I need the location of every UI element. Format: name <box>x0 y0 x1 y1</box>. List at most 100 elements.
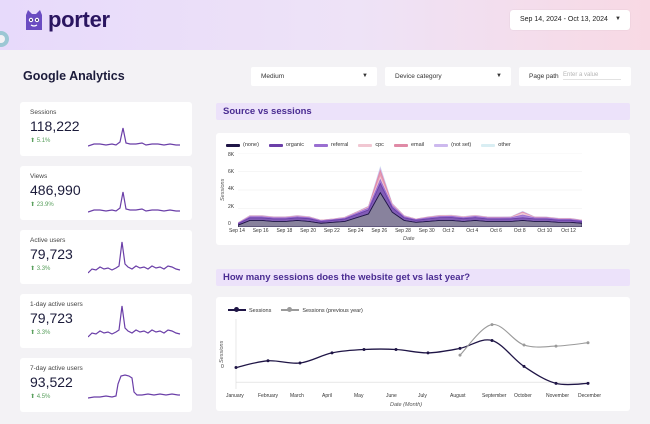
device-category-filter-dropdown[interactable]: Device category ▼ <box>385 67 511 86</box>
date-range-value: Sep 14, 2024 - Oct 13, 2024 <box>520 16 608 23</box>
source-y-tick: 2K <box>228 204 235 210</box>
kpi-value: 79,723 <box>30 246 73 262</box>
legend-label: Sessions (previous year) <box>302 308 363 314</box>
source-y-axis-title: Sessions <box>220 178 226 201</box>
sessions-point <box>586 381 590 385</box>
yoy-y-tick: 0 <box>221 364 224 370</box>
source-y-tick: 0 <box>228 221 231 227</box>
page-title: Google Analytics <box>23 69 125 83</box>
sessions-point <box>458 346 462 350</box>
kpi-card-7-day-active-users: 7-day active users 93,522 ⬆ 4.5% <box>20 358 192 412</box>
kpi-change-value: 4.5% <box>36 394 51 400</box>
kpi-change: ⬆ 3.3% <box>30 329 50 336</box>
legend-swatch <box>268 143 283 147</box>
page-path-filter: Page path Enter a value <box>519 67 631 86</box>
source-vs-sessions-chart <box>238 153 582 227</box>
sessions-point <box>554 381 558 385</box>
device-category-filter-label: Device category <box>395 73 442 80</box>
kpi-change-value: 3.3% <box>36 266 51 272</box>
kpi-change: ⬆ 23.9% <box>30 201 54 208</box>
top-bar: porter Sep 14, 2024 - Oct 13, 2024 ▼ <box>0 0 650 50</box>
legend-label: cpc <box>375 142 384 148</box>
sessions-point <box>362 347 366 351</box>
source-x-tick: Sep 30 <box>418 228 435 234</box>
legend-item: (none) <box>226 142 259 148</box>
date-range-picker[interactable]: Sep 14, 2024 - Oct 13, 2024 ▼ <box>510 10 630 30</box>
sessions-point <box>426 351 430 355</box>
side-decoration <box>0 31 9 47</box>
legend-swatch <box>226 143 240 147</box>
kpi-change-value: 23.9% <box>36 202 54 208</box>
sessions-point <box>298 361 302 365</box>
sessions-line <box>235 339 589 386</box>
source-x-tick: Sep 26 <box>371 228 388 234</box>
legend-item: other <box>481 142 511 148</box>
logo-text: porter <box>48 7 110 32</box>
yoy-sessions-chart <box>234 319 590 389</box>
medium-filter-dropdown[interactable]: Medium ▼ <box>251 67 377 86</box>
source-x-tick: Sep 18 <box>276 228 293 234</box>
source-x-tick: Sep 22 <box>323 228 340 234</box>
source-vs-sessions-panel: (none) organic referral cpc email (not set) ot… <box>216 133 630 245</box>
yoy-y-axis-title: Sessions <box>219 340 225 363</box>
yoy-x-tick: November <box>546 393 570 399</box>
legend-swatch <box>434 143 449 147</box>
medium-filter-label: Medium <box>261 73 285 80</box>
yoy-x-tick: September <box>482 393 507 399</box>
previous-year-point <box>490 323 494 327</box>
sessions-point <box>522 364 526 368</box>
source-x-tick: Sep 16 <box>252 228 269 234</box>
legend-item: organic <box>268 142 304 148</box>
yoy-x-tick: April <box>322 393 333 399</box>
chevron-down-icon: ▼ <box>362 73 368 79</box>
source-x-tick: Sep 20 <box>300 228 317 234</box>
porter-cat-logo-icon <box>26 10 42 30</box>
kpi-value: 118,222 <box>30 118 80 134</box>
yoy-x-tick: February <box>258 393 279 399</box>
arrow-up-icon: ⬆ <box>30 202 36 208</box>
source-x-tick: Sep 14 <box>229 228 245 234</box>
source-vs-sessions-heading: Source vs sessions <box>216 103 630 120</box>
yoy-x-tick: July <box>418 393 427 399</box>
area-series-notset <box>238 166 582 224</box>
chevron-down-icon: ▼ <box>496 73 502 79</box>
legend-swatch <box>358 143 373 147</box>
sessions-point <box>394 347 398 351</box>
yoy-x-tick: August <box>450 393 466 399</box>
kpi-card-sessions: Sessions 118,222 ⬆ 5.1% <box>20 102 192 156</box>
kpi-value: 486,990 <box>30 182 81 198</box>
source-x-axis-title: Date <box>403 236 415 242</box>
legend-item: email <box>393 142 425 148</box>
page-path-input[interactable]: Enter a value <box>563 72 621 80</box>
source-x-tick: Oct 12 <box>561 228 576 234</box>
yoy-x-tick: June <box>386 393 397 399</box>
legend-swatch <box>481 143 496 147</box>
arrow-up-icon: ⬆ <box>30 394 36 400</box>
source-legend: (none) organic referral cpc email (not set) ot… <box>226 142 521 148</box>
page-path-label: Page path <box>529 73 559 80</box>
sessions-point <box>330 351 334 355</box>
kpi-card-1-day-active-users: 1-day active users 79,723 ⬆ 3.3% <box>20 294 192 348</box>
yoy-sessions-heading: How many sessions does the website get v… <box>216 269 630 286</box>
area-series-other <box>238 165 582 224</box>
sessions-point <box>490 338 494 342</box>
legend-item: referral <box>313 142 348 148</box>
yoy-sessions-panel: Sessions Sessions (previous year) 0 Sess… <box>216 297 630 411</box>
brand-logo[interactable]: porter <box>24 7 110 33</box>
legend-item: cpc <box>358 142 384 148</box>
kpi-label: 1-day active users <box>30 301 83 308</box>
7-day-active-users-sparkline <box>88 374 180 399</box>
legend-swatch <box>313 143 328 147</box>
legend-label: email <box>410 142 425 148</box>
legend-label: Sessions <box>249 308 272 314</box>
source-x-tick: Oct 4 <box>466 228 479 234</box>
chevron-down-icon: ▼ <box>615 16 621 22</box>
legend-item-sessions-previous-year: Sessions (previous year) <box>281 307 363 314</box>
sessions-point <box>266 359 270 363</box>
sessions-point <box>234 366 238 370</box>
arrow-up-icon: ⬆ <box>30 138 36 144</box>
kpi-change-value: 5.1% <box>36 138 51 144</box>
views-sparkline <box>88 191 180 213</box>
previous-year-point <box>586 341 590 345</box>
kpi-value: 93,522 <box>30 374 73 390</box>
